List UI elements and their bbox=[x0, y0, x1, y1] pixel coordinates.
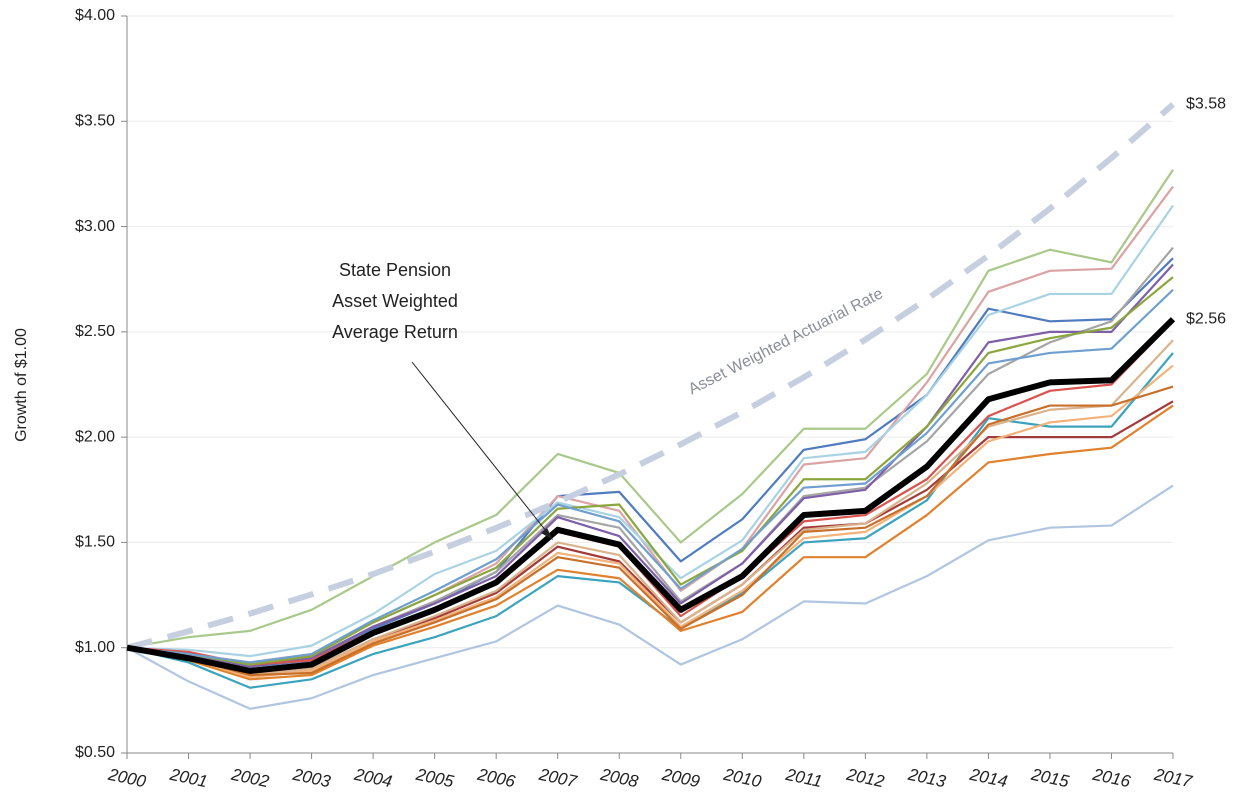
x-tick-label: 2012 bbox=[844, 765, 886, 792]
x-tick-label: 2017 bbox=[1152, 765, 1194, 792]
series-line bbox=[126, 320, 1174, 666]
series-line bbox=[126, 385, 1174, 677]
x-tick-label: 2005 bbox=[413, 765, 455, 792]
x-tick-label: 2004 bbox=[352, 765, 394, 792]
y-tick-label: $1.50 bbox=[75, 534, 115, 551]
value-label: $3.58 bbox=[1186, 96, 1226, 113]
series-line bbox=[126, 102, 1175, 651]
annotation-arrowhead bbox=[541, 528, 553, 540]
series-line bbox=[126, 339, 1174, 677]
x-tick-label: 2016 bbox=[1090, 765, 1132, 792]
x-tick-label: 2014 bbox=[967, 765, 1009, 792]
series-line bbox=[126, 404, 1174, 681]
plot-area: $0.50 $1.00 $1.50 $2.00 $2.50 $3.00 $3.50 $4.00… bbox=[75, 7, 1194, 791]
x-tick-label: 2015 bbox=[1029, 765, 1071, 792]
x-tick-label: 2001 bbox=[167, 765, 209, 792]
series-line bbox=[126, 263, 1174, 668]
annotation-arrow bbox=[411, 361, 551, 537]
series-line bbox=[126, 364, 1174, 679]
x-tick-label: 2007 bbox=[536, 765, 578, 792]
y-tick-label: $4.00 bbox=[75, 7, 115, 24]
y-tick-label: $2.50 bbox=[75, 323, 115, 340]
y-tick-label: $3.00 bbox=[75, 218, 115, 235]
series-line bbox=[126, 204, 1174, 658]
x-tick-label: 2006 bbox=[475, 765, 517, 792]
series-line bbox=[126, 169, 1174, 649]
y-tick-label: $3.50 bbox=[75, 113, 115, 130]
x-tick-label: 2011 bbox=[783, 765, 824, 791]
series-line bbox=[126, 317, 1176, 674]
value-label: $2.56 bbox=[1186, 310, 1226, 327]
series-line bbox=[126, 352, 1174, 689]
y-tick-label: $1.00 bbox=[75, 639, 115, 656]
x-tick-label: 2013 bbox=[906, 765, 948, 792]
annotation: Asset Weighted bbox=[332, 291, 458, 311]
x-tick-label: 2002 bbox=[229, 765, 271, 792]
series-line bbox=[126, 484, 1174, 710]
y-axis-title: Growth of $1.00 bbox=[13, 328, 30, 442]
annotation: Average Return bbox=[332, 322, 458, 342]
series-line bbox=[126, 400, 1174, 675]
annotation: State Pension bbox=[339, 260, 451, 280]
x-tick-label: 2000 bbox=[106, 765, 148, 792]
series-line bbox=[126, 276, 1174, 666]
y-tick-label: $0.50 bbox=[75, 744, 115, 761]
annotation: Asset Weighted Actuarial Rate bbox=[686, 285, 886, 398]
series-line bbox=[126, 288, 1174, 664]
x-tick-label: 2010 bbox=[721, 765, 763, 792]
x-tick-label: 2009 bbox=[660, 765, 702, 792]
x-tick-label: 2003 bbox=[290, 765, 332, 792]
x-tick-label: 2008 bbox=[598, 765, 640, 792]
y-tick-label: $2.00 bbox=[75, 428, 115, 445]
